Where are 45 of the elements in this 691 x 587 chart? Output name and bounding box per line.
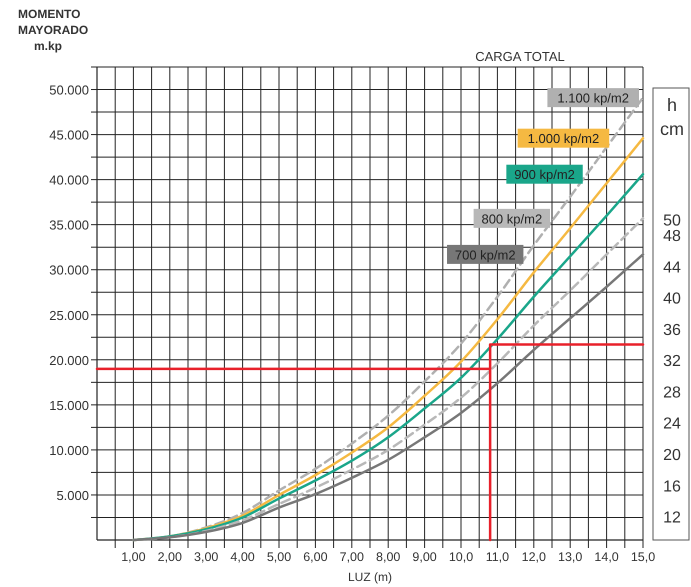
x-tick-label: 10,0	[448, 550, 474, 564]
text: 700 kp/m2	[454, 247, 516, 262]
y2-tick-label: 32	[663, 353, 681, 370]
y-tick-label: 10.000	[49, 442, 89, 458]
x-tick-label: 3,00	[194, 550, 218, 564]
x-tick-label: 9,00	[412, 550, 437, 564]
x-tick-label: 2,00	[158, 550, 182, 564]
y-tick-label: 30.000	[49, 262, 89, 278]
x-tick-label: 12,0	[522, 550, 546, 564]
y2-tick-label: 50	[663, 212, 681, 230]
x-axis-title: LUZ (m)	[348, 570, 392, 584]
y2-tick-label: 24	[663, 416, 681, 433]
text: 800 kp/m2	[481, 211, 542, 226]
x-tick-label: 13,0	[558, 550, 582, 564]
text: 1.000 kp/m2	[528, 131, 600, 146]
y-tick-label: 45.000	[49, 128, 89, 143]
series-label: 1.100 kp/m2	[557, 90, 629, 106]
y-tick-label: 35.000	[49, 218, 89, 233]
legend-title: CARGA TOTAL	[475, 49, 565, 64]
y2-tick-label: 28	[663, 384, 681, 402]
x-tick-label: 7,00	[340, 550, 364, 564]
x-tick-label: 4,00	[230, 550, 255, 564]
x-tick-label: 14,0	[594, 550, 619, 564]
y2-tick-label: 40	[663, 290, 681, 308]
text: 900 kp/m2	[514, 167, 575, 182]
y2-tick-label: 16	[663, 478, 681, 496]
y2-axis-title: h cm	[660, 95, 684, 139]
y-tick-label: 50.000	[49, 82, 89, 98]
y2-tick-label: 44	[663, 259, 681, 276]
y-tick-label: 20.000	[49, 352, 89, 368]
y-tick-label: 40.000	[49, 172, 89, 188]
y2-tick-label: 20	[663, 447, 681, 464]
y-axis-title: MOMENTO MAYORADO m.kp	[18, 7, 88, 53]
y-tick-label: 5.000	[56, 488, 89, 503]
x-tick-label: 11,0	[486, 550, 510, 564]
y2-tick-label: 36	[663, 322, 681, 339]
x-tick-label: 5,00	[266, 550, 292, 564]
x-tick-label: 1,00	[121, 550, 146, 564]
y-tick-label: 25.000	[49, 308, 89, 323]
y-tick-label: 15.000	[49, 398, 89, 413]
x-tick-label: 15,0	[630, 550, 656, 564]
x-tick-label: 8,00	[376, 550, 400, 564]
y2-tick-label: 12	[663, 510, 681, 527]
y2-tick-label: 48	[663, 228, 681, 246]
x-tick-label: 6,00	[303, 550, 328, 564]
